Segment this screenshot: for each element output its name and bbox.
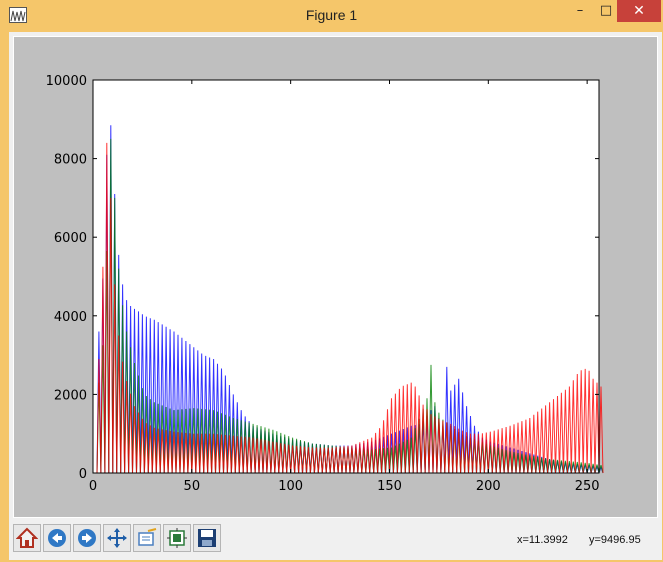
back-button[interactable] xyxy=(43,524,71,552)
x-tick-label: 200 xyxy=(476,479,501,494)
subplot-config-icon xyxy=(167,528,187,548)
subplot-config-button[interactable] xyxy=(163,524,191,552)
save-floppy-icon xyxy=(198,529,216,547)
figure-client: 0 50 100 150 200 250 0 2000 4000 6000 8000 10000 xyxy=(9,32,662,560)
zoom-rect-icon xyxy=(138,528,157,546)
pan-button[interactable] xyxy=(103,524,131,552)
y-tick-label: 6000 xyxy=(54,231,87,246)
y-tick-label: 4000 xyxy=(54,310,87,325)
maximize-button[interactable]: □ xyxy=(599,3,613,18)
navigation-toolbar: x=11.3992 y=9496.95 xyxy=(9,522,662,558)
forward-button[interactable] xyxy=(73,524,101,552)
home-icon xyxy=(16,527,38,548)
x-tick-label: 100 xyxy=(278,479,303,494)
minimize-button[interactable]: – xyxy=(576,3,584,18)
plot-frame xyxy=(92,79,600,474)
x-tick-label: 0 xyxy=(89,479,97,494)
y-tick-label: 8000 xyxy=(54,153,87,168)
pan-move-icon xyxy=(107,528,127,548)
home-button[interactable] xyxy=(13,524,41,552)
back-arrow-icon xyxy=(48,529,66,547)
forward-arrow-icon xyxy=(78,529,96,547)
close-button[interactable]: ✕ xyxy=(617,0,661,22)
y-tick-label: 2000 xyxy=(54,388,87,403)
zoom-button[interactable] xyxy=(133,524,161,552)
cursor-y-readout: y=9496.95 xyxy=(589,534,641,546)
cursor-x-readout: x=11.3992 xyxy=(517,534,568,546)
x-tick-label: 150 xyxy=(377,479,402,494)
save-button[interactable] xyxy=(193,524,221,552)
app-icon xyxy=(9,7,27,23)
y-tick-label: 0 xyxy=(79,467,87,482)
x-tick-label: 250 xyxy=(575,479,600,494)
histogram-chart[interactable]: 0 50 100 150 200 250 0 2000 4000 6000 8000 10000 xyxy=(14,37,657,517)
x-tick-label: 50 xyxy=(184,479,201,494)
figure-canvas[interactable]: 0 50 100 150 200 250 0 2000 4000 6000 8000 10000 xyxy=(13,36,658,518)
title-bar[interactable]: Figure 1 – □ ✕ xyxy=(0,0,663,32)
y-tick-label: 10000 xyxy=(46,74,87,89)
window-title: Figure 1 xyxy=(305,7,358,23)
